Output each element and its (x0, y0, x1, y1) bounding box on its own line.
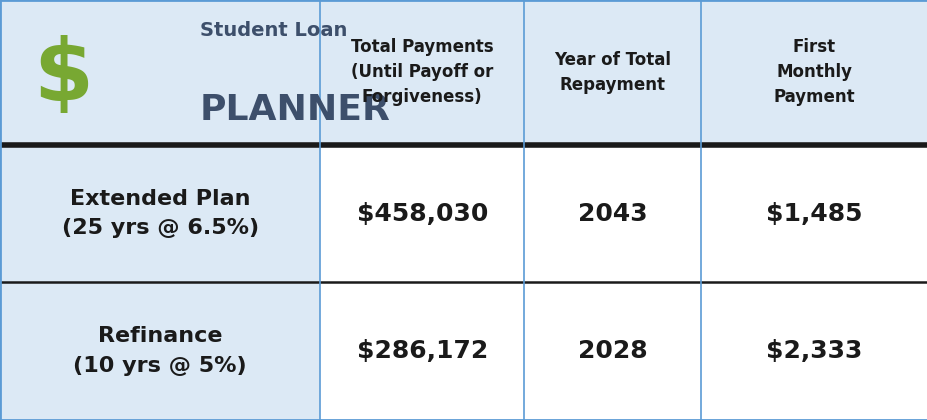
Text: $: $ (33, 35, 93, 118)
Text: 2043: 2043 (577, 202, 647, 226)
Text: Student Loan: Student Loan (199, 21, 347, 40)
Bar (524, 145, 700, 282)
Text: Refinance
(10 yrs @ 5%): Refinance (10 yrs @ 5%) (73, 326, 247, 376)
Text: $2,333: $2,333 (766, 339, 861, 363)
Bar (0, 0, 320, 145)
Bar (0, 282, 320, 420)
Text: Total Payments
(Until Payoff or
Forgiveness): Total Payments (Until Payoff or Forgiven… (350, 39, 493, 106)
Bar (700, 145, 927, 282)
Bar (320, 0, 524, 145)
Bar (700, 282, 927, 420)
Bar (320, 145, 524, 282)
Text: First
Monthly
Payment: First Monthly Payment (773, 39, 854, 106)
Bar (700, 0, 927, 145)
Bar (320, 282, 524, 420)
Text: $458,030: $458,030 (356, 202, 488, 226)
Text: $286,172: $286,172 (356, 339, 488, 363)
Bar (524, 0, 700, 145)
Text: 2028: 2028 (577, 339, 647, 363)
Text: PLANNER: PLANNER (199, 93, 390, 127)
Text: $1,485: $1,485 (766, 202, 861, 226)
Text: Extended Plan
(25 yrs @ 6.5%): Extended Plan (25 yrs @ 6.5%) (61, 189, 259, 239)
Bar (0, 145, 320, 282)
Bar (524, 282, 700, 420)
Text: Year of Total
Repayment: Year of Total Repayment (553, 51, 670, 94)
